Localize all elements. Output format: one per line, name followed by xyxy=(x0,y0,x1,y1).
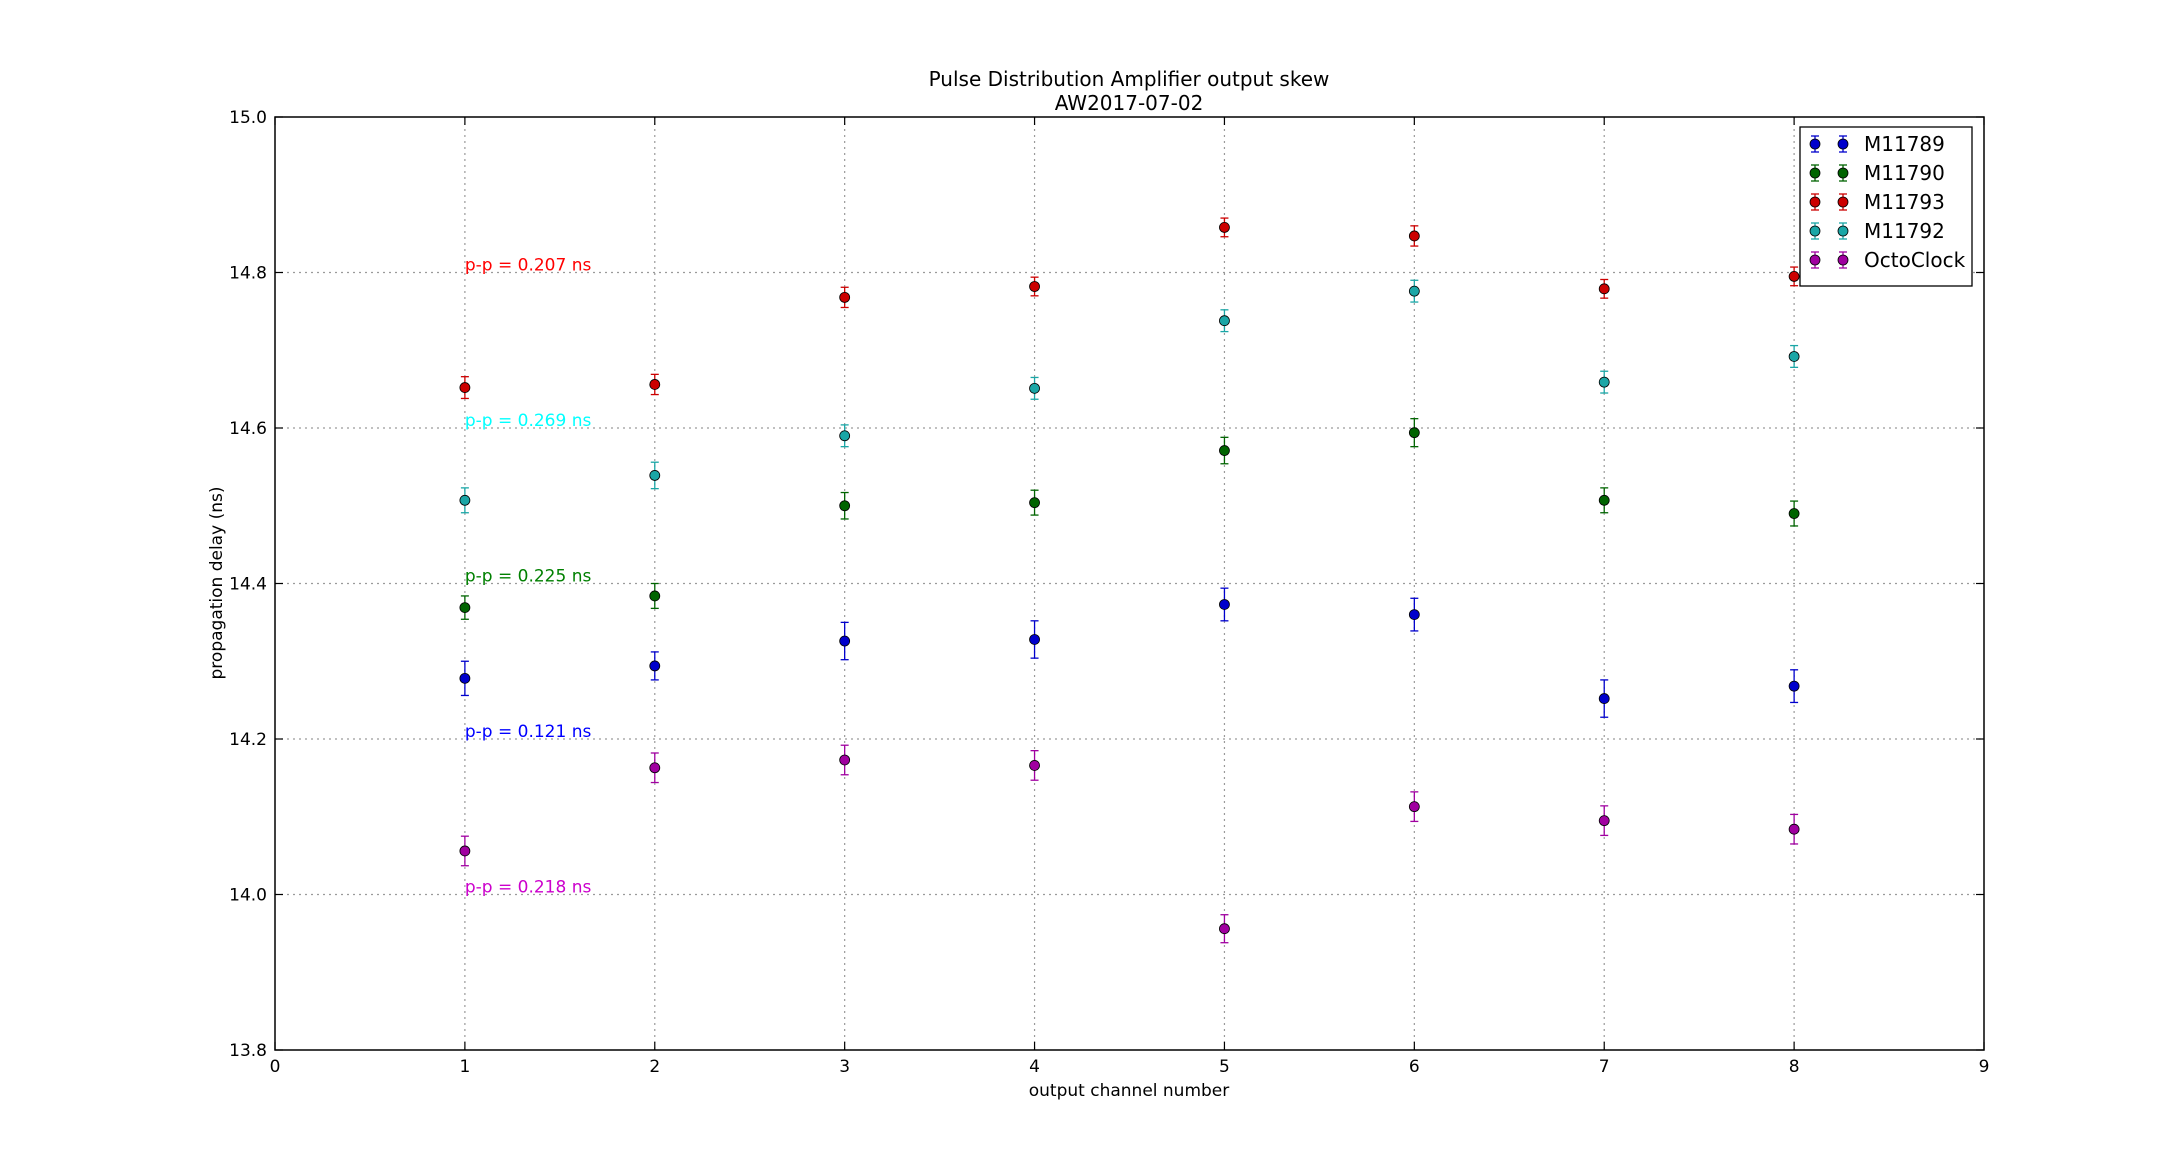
x-tick-label: 7 xyxy=(1599,1057,1610,1077)
data-point xyxy=(1219,315,1230,327)
legend-marker xyxy=(1809,254,1821,266)
legend-marker xyxy=(1809,167,1821,179)
legend-marker xyxy=(1809,225,1821,237)
legend-item-m11793: M11793 xyxy=(1809,190,1945,214)
pp-annotation: p-p = 0.121 ns xyxy=(465,722,592,742)
data-point xyxy=(1408,801,1420,813)
data-point xyxy=(1598,693,1610,704)
data-point xyxy=(1029,281,1040,292)
data-point xyxy=(1219,923,1230,935)
data-point xyxy=(459,382,471,393)
data-point xyxy=(649,590,661,602)
legend-marker xyxy=(1809,196,1821,208)
y-tick-label: 13.8 xyxy=(229,1041,267,1061)
x-tick-label: 4 xyxy=(1029,1057,1040,1077)
data-point xyxy=(1788,823,1800,835)
data-point xyxy=(1788,680,1800,692)
data-point xyxy=(1598,815,1610,827)
data-point xyxy=(1598,283,1610,295)
axis-ticks: 0 1 2 3 4 5 6 7 8 9 13.8 14.0 14.2 14.4 14.6 14.8 15.0 xyxy=(229,108,1989,1077)
data-point xyxy=(1219,445,1230,456)
legend-label: M11793 xyxy=(1864,190,1945,214)
x-tick-label: 2 xyxy=(649,1057,660,1077)
x-tick-label: 9 xyxy=(1979,1057,1990,1077)
data-point xyxy=(1408,285,1420,297)
x-tick-label: 8 xyxy=(1789,1057,1800,1077)
legend-marker xyxy=(1837,254,1849,266)
data-point xyxy=(1788,508,1800,519)
data-point xyxy=(1788,270,1800,282)
data-point xyxy=(459,494,471,506)
legend-item-octoclock: OctoClock xyxy=(1809,248,1966,272)
data-point xyxy=(1408,609,1420,620)
data-point xyxy=(839,754,851,766)
data-point xyxy=(1598,494,1610,506)
pp-annotation: p-p = 0.269 ns xyxy=(465,411,592,431)
data-point xyxy=(1029,760,1040,771)
annotations: p-p = 0.207 ns p-p = 0.269 ns p-p = 0.225 … xyxy=(465,256,592,898)
data-point xyxy=(839,291,851,303)
legend-marker xyxy=(1837,196,1849,208)
y-tick-label: 14.6 xyxy=(229,419,267,439)
data-point xyxy=(1029,634,1040,645)
plot-data xyxy=(459,217,1800,944)
chart-title: Pulse Distribution Amplifier output skew xyxy=(929,67,1330,91)
data-point xyxy=(1598,376,1610,388)
data-point xyxy=(459,845,471,857)
data-point xyxy=(1408,427,1420,439)
x-tick-label: 3 xyxy=(839,1057,850,1077)
data-point xyxy=(839,635,851,647)
data-point xyxy=(649,470,661,481)
pp-annotation: p-p = 0.225 ns xyxy=(465,567,592,587)
x-tick-label: 6 xyxy=(1409,1057,1420,1077)
series-m11793 xyxy=(459,217,1800,400)
series-m11789 xyxy=(459,587,1800,718)
y-tick-label: 15.0 xyxy=(229,108,267,128)
y-tick-label: 14.0 xyxy=(229,886,267,906)
data-point xyxy=(649,762,661,774)
pp-annotation: p-p = 0.207 ns xyxy=(465,256,592,276)
data-point xyxy=(1029,382,1040,394)
legend-marker xyxy=(1837,225,1849,237)
legend-item-m11789: M11789 xyxy=(1809,132,1945,156)
data-point xyxy=(649,660,661,672)
data-point xyxy=(1408,230,1420,242)
legend-marker xyxy=(1837,167,1849,179)
y-tick-label: 14.8 xyxy=(229,264,267,284)
data-point xyxy=(1029,497,1040,509)
legend: M11789 M11790 M11793 M11792 OctoClock xyxy=(1799,126,1973,287)
y-tick-label: 14.4 xyxy=(229,575,267,595)
pp-annotation: p-p = 0.218 ns xyxy=(465,878,592,898)
legend-marker xyxy=(1837,138,1849,150)
x-tick-label: 5 xyxy=(1219,1057,1230,1077)
chart-subtitle: AW2017-07-02 xyxy=(1055,91,1204,115)
legend-box xyxy=(1799,126,1973,287)
x-tick-label: 1 xyxy=(459,1057,470,1077)
legend-label: M11792 xyxy=(1864,219,1945,243)
series-m11792 xyxy=(459,279,1800,514)
y-axis-label: propagation delay (ns) xyxy=(207,487,227,680)
legend-marker xyxy=(1809,138,1821,150)
legend-label: OctoClock xyxy=(1864,248,1966,272)
data-point xyxy=(1788,351,1800,362)
x-axis-label: output channel number xyxy=(1029,1081,1230,1101)
legend-item-m11792: M11792 xyxy=(1809,219,1945,243)
data-point xyxy=(459,672,471,684)
data-point xyxy=(1219,599,1230,610)
legend-item-m11790: M11790 xyxy=(1809,161,1945,185)
data-point xyxy=(649,379,661,390)
plot-frame xyxy=(274,116,1985,1051)
data-point xyxy=(459,602,471,614)
data-point xyxy=(1219,222,1230,233)
x-tick-label: 0 xyxy=(270,1057,281,1077)
legend-label: M11790 xyxy=(1864,161,1945,185)
series-m11790 xyxy=(459,418,1800,620)
legend-label: M11789 xyxy=(1864,132,1945,156)
data-point xyxy=(839,500,851,512)
data-point xyxy=(839,430,851,442)
series-octoclock xyxy=(459,744,1800,944)
y-tick-label: 14.2 xyxy=(229,730,267,750)
